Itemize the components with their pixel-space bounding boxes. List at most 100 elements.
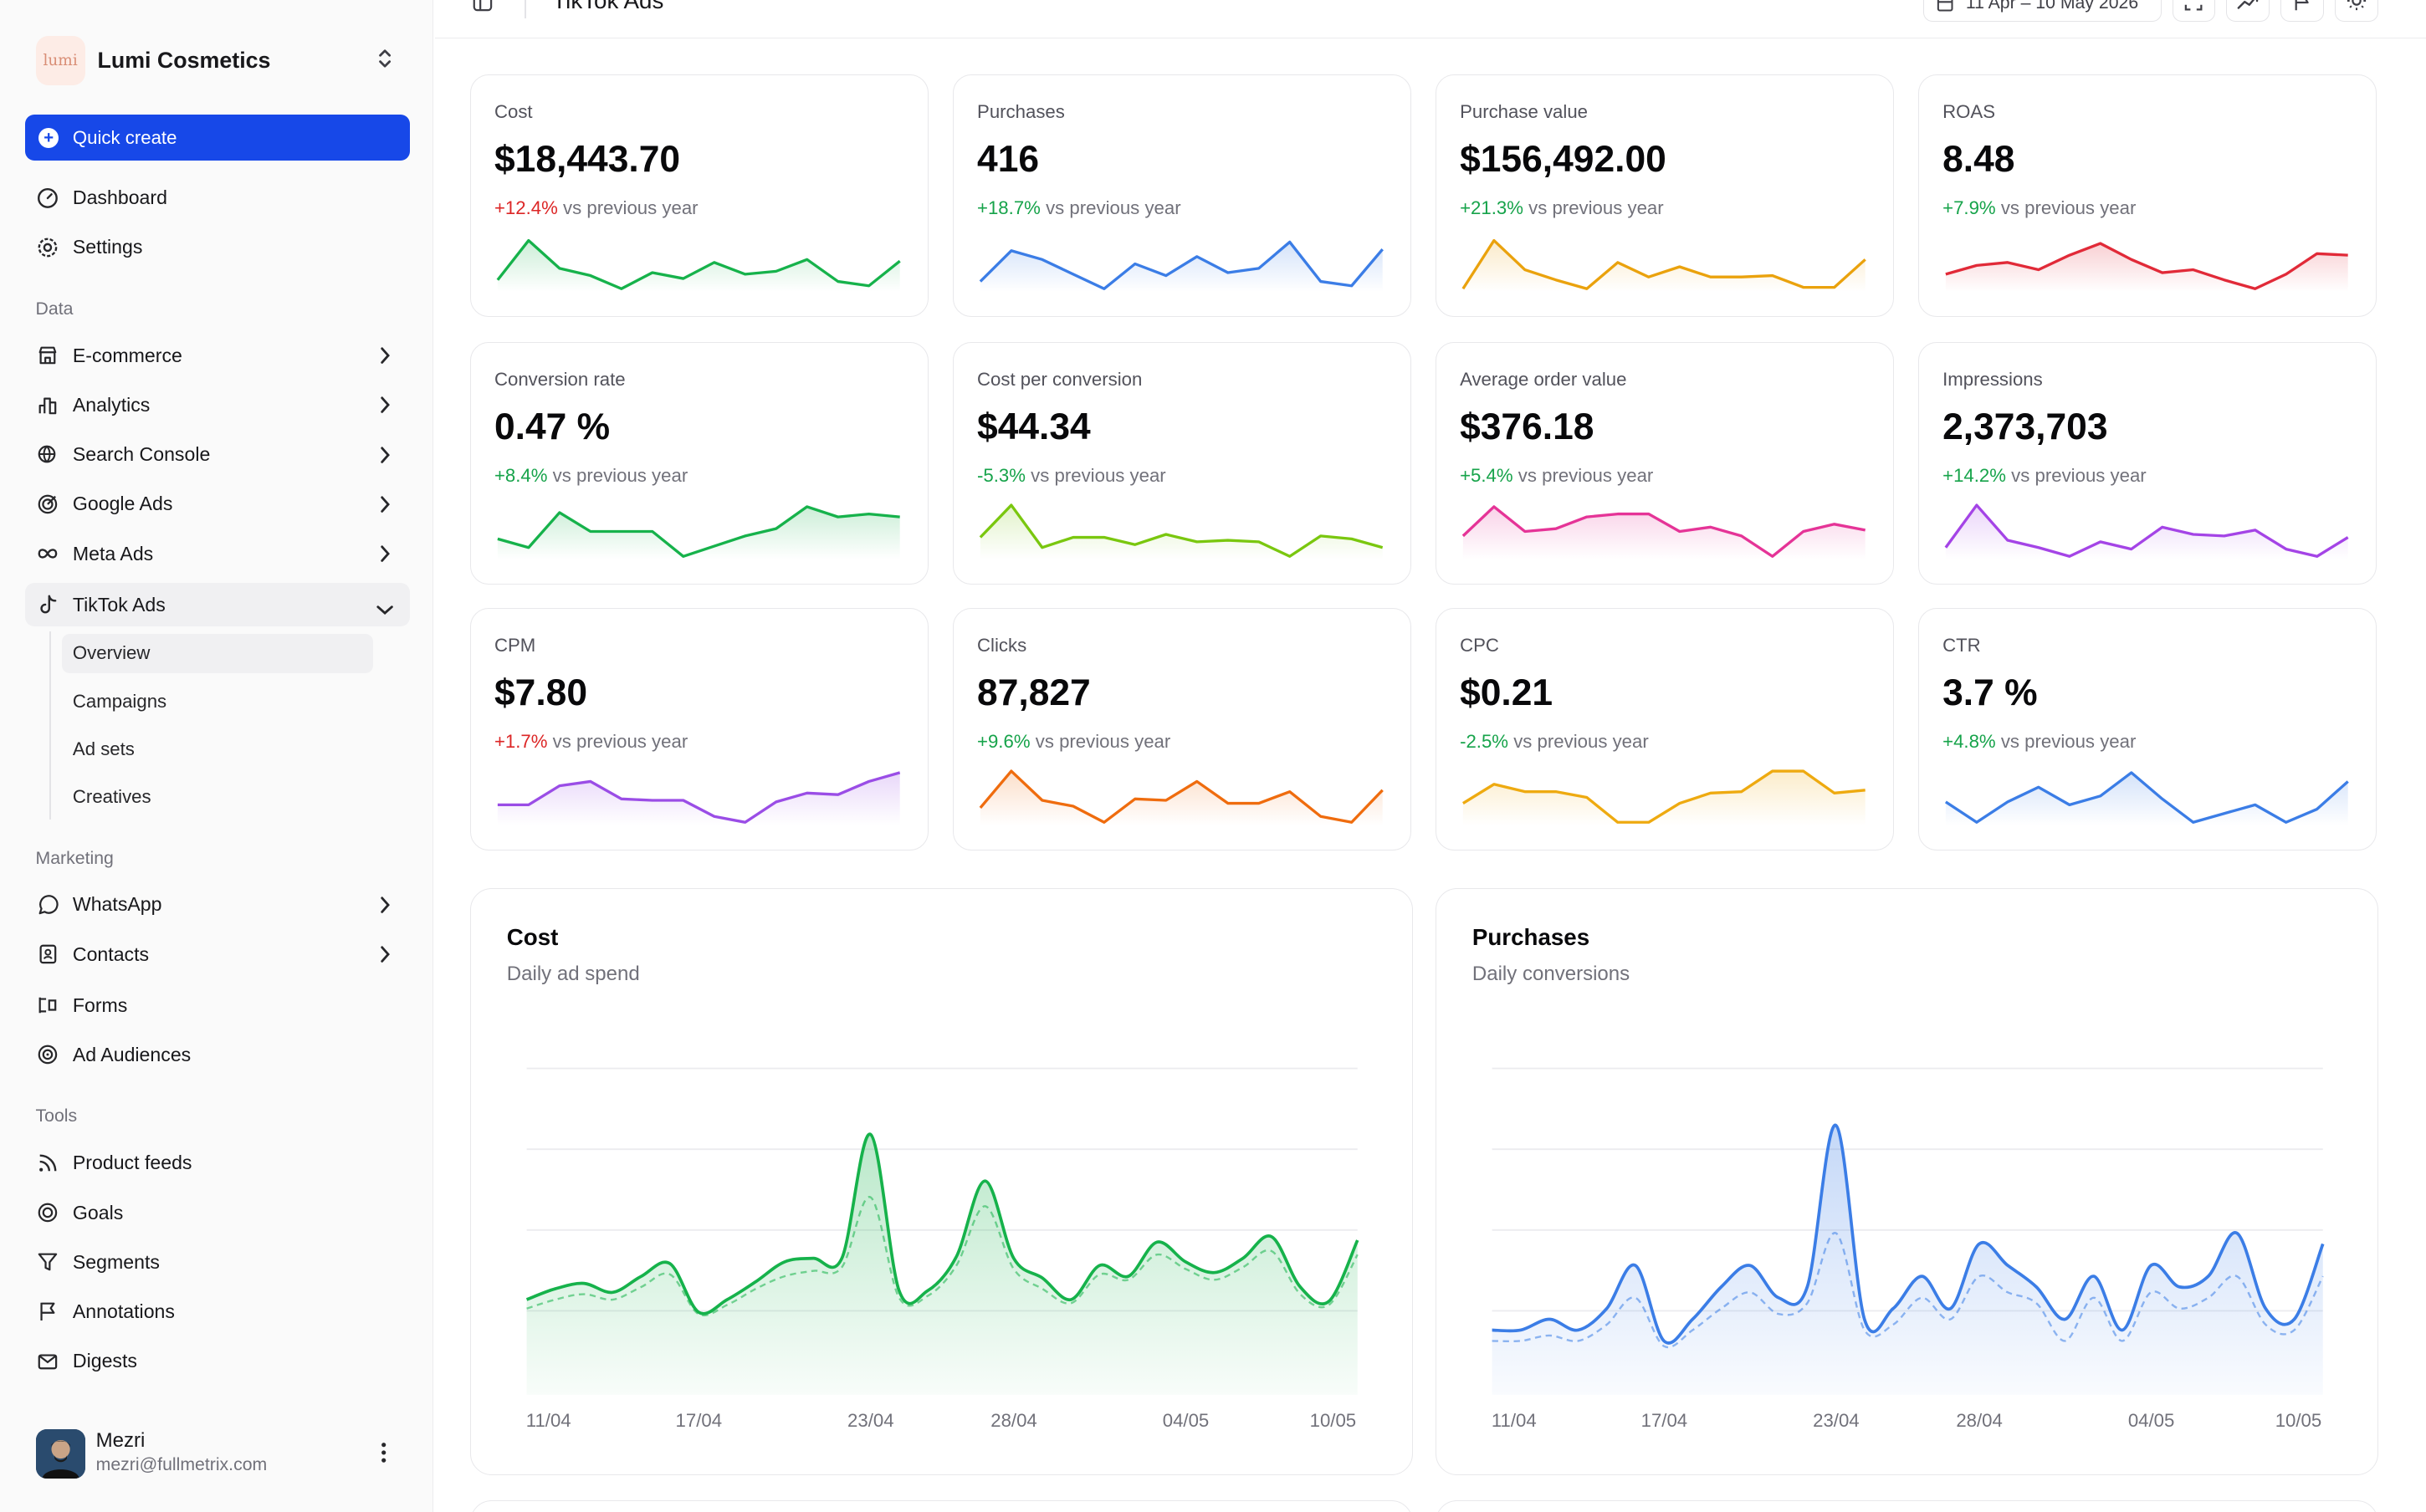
sparkline-area [1945, 504, 2348, 559]
kpi-delta: +7.9% vs previous year [1942, 197, 2136, 219]
x-tick-label: 23/04 [847, 1409, 894, 1431]
kpi-sparkline [497, 771, 900, 825]
nav-meta-ads[interactable]: Meta Ads [25, 532, 411, 575]
kpi-delta-suffix: vs previous year [2000, 730, 2137, 752]
nav-dashboard[interactable]: Dashboard [25, 176, 411, 220]
kpi-delta-value: +7.9% [1942, 197, 1996, 218]
kpi-label: Clicks [977, 635, 1027, 656]
store-icon [37, 345, 59, 366]
kpi-label: Purchase value [1460, 101, 1589, 123]
nav-google-ads[interactable]: Google Ads [25, 483, 411, 526]
kpi-label: ROAS [1942, 101, 1995, 123]
sparkline-line [1944, 771, 2349, 824]
sparkline-area [1945, 243, 2348, 292]
kpi-card[interactable]: Impressions 2,373,703 +14.2% vs previous y… [1918, 341, 2377, 585]
fullscreen-button[interactable] [2172, 0, 2216, 22]
kpi-sparkline [1461, 238, 1866, 292]
annotations-button[interactable] [2280, 0, 2324, 22]
sparkline-area [980, 770, 1383, 825]
nav-settings[interactable]: Settings [25, 226, 411, 269]
sparkline-line [1461, 238, 1866, 290]
compare-trend-button[interactable] [2226, 0, 2270, 22]
chart-title: Cost [506, 924, 559, 951]
kpi-card[interactable]: CPM $7.80 +1.7% vs previous year [470, 607, 929, 851]
kpi-sparkline [1944, 771, 2349, 825]
more-vertical-icon[interactable] [381, 1442, 386, 1470]
kpi-card[interactable]: Clicks 87,827 +9.6% vs previous year [953, 607, 1411, 851]
sidebar-toggle-icon[interactable] [472, 0, 494, 19]
kpi-label: Conversion rate [494, 369, 626, 391]
workspace-switcher[interactable]: lumi Lumi Cosmetics [25, 31, 411, 89]
user-name: Mezri [95, 1428, 146, 1452]
nav-contacts[interactable]: Contacts [25, 932, 411, 976]
nav-analytics[interactable]: Analytics [25, 384, 411, 427]
kpi-delta-suffix: vs previous year [1513, 730, 1649, 752]
kpi-delta-suffix: vs previous year [552, 464, 688, 486]
quick-create-label: Quick create [72, 126, 177, 148]
sparkline-line [979, 769, 1384, 824]
infinity-icon [37, 543, 59, 564]
sparkline-line [497, 504, 900, 558]
kpi-card[interactable]: Purchases 416 +18.7% vs previous year [953, 74, 1411, 318]
chart-title: Purchases [1471, 924, 1590, 951]
kpi-value: $376.18 [1460, 406, 1594, 447]
nav-ad-audiences[interactable]: Ad Audiences [25, 1033, 411, 1076]
sidebar: lumi Lumi Cosmetics + Quick create Dashb… [0, 0, 433, 1512]
kpi-delta: +12.4% vs previous year [494, 197, 699, 219]
kpi-value: $44.34 [977, 406, 1091, 447]
bar-chart-icon [37, 395, 59, 416]
kpi-card[interactable]: CTR 3.7 % +4.8% vs previous year [1918, 607, 2377, 851]
kpi-delta-value: +18.7% [977, 197, 1041, 218]
x-tick-label: 28/04 [1956, 1409, 2003, 1431]
section-data: Data [35, 298, 74, 319]
subnav-overview[interactable]: Overview [61, 634, 373, 673]
area-chart [526, 1067, 1359, 1395]
subnav-campaigns[interactable]: Campaigns [72, 690, 167, 712]
kpi-card[interactable]: ROAS 8.48 +7.9% vs previous year [1918, 74, 2377, 318]
kpi-delta-value: -5.3% [977, 464, 1026, 486]
audience-target-icon [37, 1044, 59, 1065]
kpi-card[interactable]: Average order value $376.18 +5.4% vs previ… [1436, 341, 1894, 585]
kpi-label: CTR [1942, 635, 1981, 656]
kpi-delta: +8.4% vs previous year [494, 465, 688, 487]
nav-product-feeds[interactable]: Product feeds [25, 1142, 411, 1185]
theme-toggle-button[interactable] [2334, 0, 2378, 22]
sparkline-area [497, 506, 900, 559]
kpi-value: $156,492.00 [1460, 138, 1666, 180]
date-range-picker[interactable]: 11 Apr – 10 May 2026 [1922, 0, 2162, 22]
nav-digests[interactable]: Digests [25, 1340, 411, 1383]
sparkline-area [497, 772, 900, 825]
kpi-sparkline [496, 238, 901, 292]
nav-ecommerce[interactable]: E-commerce [25, 334, 411, 377]
quick-create-button[interactable]: + Quick create [24, 114, 411, 161]
comparison-series-line [526, 1195, 1359, 1316]
nav-label: Contacts [72, 942, 150, 965]
subnav-ad-sets[interactable]: Ad sets [72, 738, 135, 760]
nav-tiktok-ads[interactable]: TikTok Ads [24, 583, 411, 627]
chevron-down-icon [376, 599, 394, 621]
kpi-sparkline [1461, 504, 1866, 559]
kpi-sparkline [979, 769, 1384, 825]
kpi-card[interactable]: Purchase value $156,492.00 +21.3% vs previ… [1436, 74, 1894, 318]
nav-annotations[interactable]: Annotations [25, 1290, 411, 1333]
target-icon [37, 493, 59, 515]
nav-search-console[interactable]: Search Console [25, 433, 411, 477]
kpi-card[interactable]: Cost per conversion $44.34 -5.3% vs previo… [953, 341, 1411, 585]
date-range-label: 11 Apr – 10 May 2026 [1965, 0, 2139, 13]
kpi-card[interactable]: CPC $0.21 -2.5% vs previous year [1436, 607, 1894, 851]
kpi-card[interactable]: Cost $18,443.70 +12.4% vs previous year [470, 74, 929, 318]
nav-segments[interactable]: Segments [25, 1240, 411, 1284]
nav-forms[interactable]: Forms [25, 983, 411, 1027]
expand-icon [2184, 0, 2203, 18]
x-tick-label: 11/04 [1491, 1409, 1537, 1431]
kpi-value: $18,443.70 [494, 138, 681, 180]
subnav-creatives[interactable]: Creatives [72, 786, 151, 808]
gear-icon [37, 237, 59, 258]
sparkline-line [497, 771, 900, 824]
nav-whatsapp[interactable]: WhatsApp [25, 883, 411, 927]
kpi-delta-value: +8.4% [494, 464, 548, 486]
kpi-card[interactable]: Conversion rate 0.47 % +8.4% vs previous y… [470, 341, 929, 585]
nav-label: Dashboard [72, 186, 167, 209]
user-menu[interactable]: Mezri mezri@fullmetrix.com [35, 1426, 407, 1482]
nav-goals[interactable]: Goals [25, 1191, 411, 1234]
